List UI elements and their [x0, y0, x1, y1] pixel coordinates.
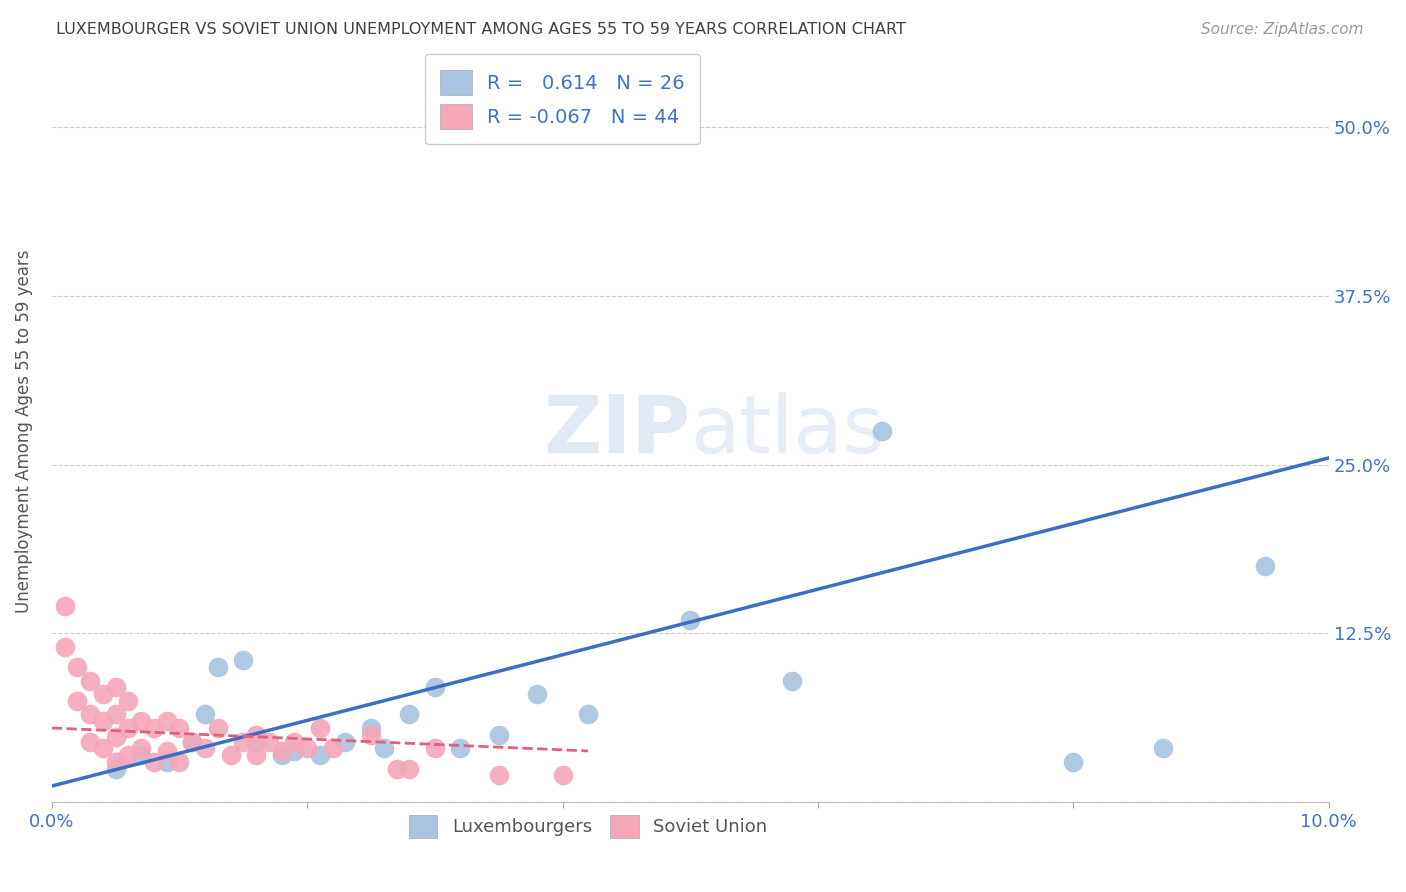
Point	[423, 741, 446, 756]
Point	[679, 613, 702, 627]
Point	[104, 762, 127, 776]
Text: ZIP: ZIP	[543, 392, 690, 470]
Point	[283, 734, 305, 748]
Point	[79, 673, 101, 688]
Point	[53, 640, 76, 654]
Point	[270, 744, 292, 758]
Point	[117, 721, 139, 735]
Point	[398, 707, 420, 722]
Point	[360, 721, 382, 735]
Point	[207, 660, 229, 674]
Point	[79, 734, 101, 748]
Point	[66, 694, 89, 708]
Point	[142, 721, 165, 735]
Text: Source: ZipAtlas.com: Source: ZipAtlas.com	[1201, 22, 1364, 37]
Point	[181, 734, 204, 748]
Point	[870, 424, 893, 438]
Point	[104, 731, 127, 745]
Point	[423, 681, 446, 695]
Text: atlas: atlas	[690, 392, 884, 470]
Point	[104, 755, 127, 769]
Point	[156, 714, 179, 729]
Point	[488, 768, 510, 782]
Point	[169, 755, 191, 769]
Text: LUXEMBOURGER VS SOVIET UNION UNEMPLOYMENT AMONG AGES 55 TO 59 YEARS CORRELATION : LUXEMBOURGER VS SOVIET UNION UNEMPLOYMEN…	[56, 22, 905, 37]
Point	[576, 707, 599, 722]
Point	[385, 762, 408, 776]
Point	[309, 721, 332, 735]
Point	[156, 755, 179, 769]
Y-axis label: Unemployment Among Ages 55 to 59 years: Unemployment Among Ages 55 to 59 years	[15, 249, 32, 613]
Point	[257, 734, 280, 748]
Point	[91, 687, 114, 701]
Point	[104, 681, 127, 695]
Point	[322, 741, 344, 756]
Point	[526, 687, 548, 701]
Point	[245, 728, 267, 742]
Point	[91, 741, 114, 756]
Point	[117, 694, 139, 708]
Point	[1152, 741, 1174, 756]
Point	[373, 741, 395, 756]
Point	[104, 707, 127, 722]
Point	[129, 714, 152, 729]
Point	[245, 734, 267, 748]
Point	[270, 747, 292, 762]
Point	[91, 714, 114, 729]
Point	[169, 721, 191, 735]
Point	[194, 707, 217, 722]
Point	[360, 728, 382, 742]
Point	[283, 744, 305, 758]
Point	[66, 660, 89, 674]
Point	[309, 747, 332, 762]
Point	[1062, 755, 1084, 769]
Point	[53, 599, 76, 614]
Point	[129, 741, 152, 756]
Point	[232, 653, 254, 667]
Point	[488, 728, 510, 742]
Point	[551, 768, 574, 782]
Point	[295, 741, 318, 756]
Point	[245, 747, 267, 762]
Point	[181, 734, 204, 748]
Point	[782, 673, 804, 688]
Point	[449, 741, 471, 756]
Point	[142, 755, 165, 769]
Point	[1254, 558, 1277, 573]
Point	[117, 747, 139, 762]
Point	[219, 747, 242, 762]
Point	[194, 741, 217, 756]
Point	[79, 707, 101, 722]
Point	[129, 747, 152, 762]
Point	[156, 744, 179, 758]
Point	[335, 734, 357, 748]
Legend: Luxembourgers, Soviet Union: Luxembourgers, Soviet Union	[401, 807, 775, 846]
Point	[398, 762, 420, 776]
Point	[207, 721, 229, 735]
Point	[232, 734, 254, 748]
